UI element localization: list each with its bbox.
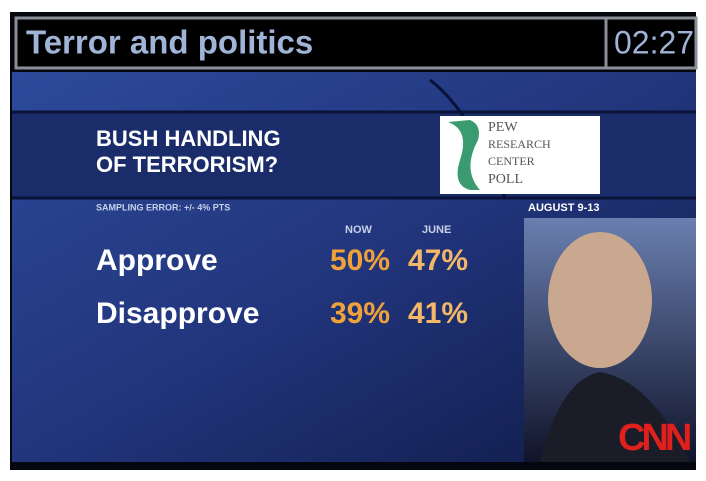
date: AUGUST 9-13	[528, 202, 600, 214]
now-value: 50%	[330, 244, 390, 277]
column-header: JUNE	[422, 224, 451, 236]
row-label: Approve	[96, 244, 218, 277]
sampling-error: SAMPLING ERROR: +/- 4% PTS	[96, 202, 230, 212]
rows: Approve 50% 47% Disapprove 39% 41%	[96, 244, 468, 330]
question: BUSH HANDLING	[96, 126, 281, 151]
pew-emblem	[448, 120, 480, 190]
question: OF TERRORISM?	[96, 152, 278, 177]
pew-text: PEW	[488, 120, 518, 135]
pew-text: POLL	[488, 172, 523, 187]
network-logo: CNN	[618, 417, 690, 459]
photo-face	[548, 232, 652, 368]
title: Terror and politics	[26, 24, 313, 61]
photo-suit	[540, 372, 690, 462]
pew-text: RESEARCH	[488, 137, 551, 151]
timer: 02:27	[614, 24, 694, 60]
june-value: 41%	[408, 297, 468, 330]
june-value: 47%	[408, 244, 468, 277]
row-label: Disapprove	[96, 297, 259, 330]
top-bar	[14, 16, 698, 70]
pew-text: CENTER	[488, 154, 535, 168]
column-header: NOW	[345, 224, 373, 236]
now-value: 39%	[330, 297, 390, 330]
